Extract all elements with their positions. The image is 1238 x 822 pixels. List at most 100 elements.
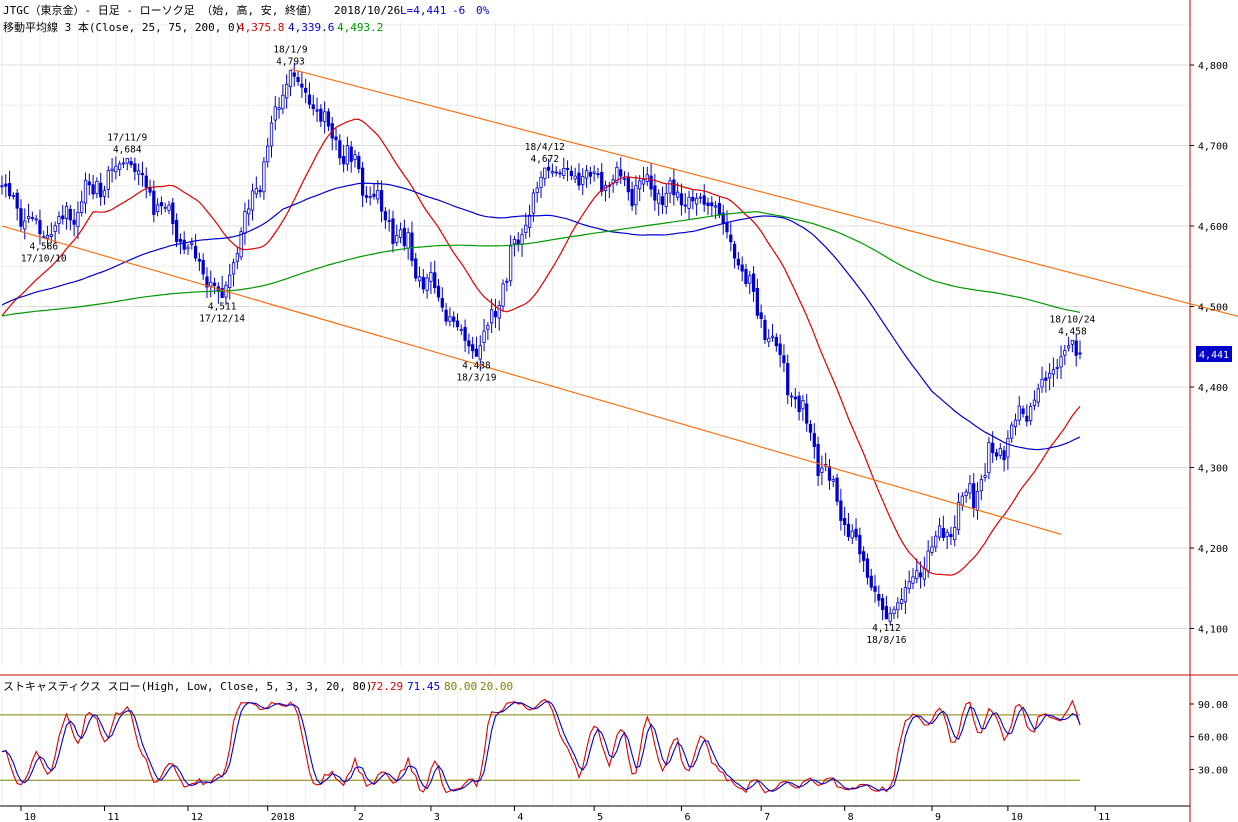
candle-body — [467, 340, 471, 347]
candle-body — [930, 546, 934, 553]
candle-body — [888, 612, 892, 622]
candle-body — [687, 196, 691, 209]
candle-body — [949, 533, 953, 538]
candle-body — [148, 187, 152, 193]
candle-body — [983, 475, 987, 478]
annotation-date: 18/10/24 — [1050, 314, 1096, 325]
candle-body — [531, 192, 536, 214]
annotation-value: 18/3/19 — [456, 372, 496, 383]
candle-body — [452, 316, 456, 322]
candle-body — [732, 243, 737, 259]
annotation-date: 4,511 — [208, 302, 237, 313]
x-tick-label: 11 — [1098, 812, 1110, 822]
candle-body — [725, 221, 729, 233]
candle-body — [1013, 419, 1018, 428]
change-pct: 0% — [476, 4, 490, 17]
candle-body — [683, 204, 687, 207]
candle-body — [941, 528, 945, 538]
candle-body — [755, 287, 759, 316]
candle-body — [1055, 366, 1059, 369]
candle-body — [292, 72, 296, 77]
candle-body — [698, 196, 703, 199]
x-tick-label: 2 — [358, 812, 364, 822]
candle-body — [596, 173, 600, 176]
candle-body — [38, 220, 42, 235]
x-tick-label: 4 — [517, 812, 523, 822]
candle-body — [129, 161, 133, 166]
candle-body — [702, 195, 706, 205]
candle-body — [4, 183, 8, 187]
candle-body — [341, 155, 346, 165]
candle-body — [72, 219, 76, 225]
candle-body — [383, 211, 388, 221]
candle-body — [953, 527, 957, 540]
candle-body — [174, 220, 179, 242]
candle-body — [155, 204, 160, 212]
candle-body — [501, 283, 505, 307]
annotation-date: 18/1/9 — [273, 45, 308, 56]
candle-body — [1044, 377, 1048, 381]
candle-body — [368, 196, 372, 198]
candle-body — [448, 316, 452, 322]
candle-body — [152, 190, 156, 215]
candle-body — [793, 396, 797, 400]
candle-body — [713, 205, 718, 208]
candle-body — [934, 535, 938, 548]
y-tick-label: 4,500 — [1198, 303, 1228, 314]
candle-body — [899, 599, 904, 605]
stochastic-plot[interactable] — [0, 698, 1081, 794]
stoch-d-value: 71.45 — [407, 680, 440, 693]
candle-body — [562, 168, 566, 176]
candle-body — [49, 234, 53, 237]
candle-body — [964, 491, 968, 496]
candle-body — [994, 452, 999, 457]
y-tick-label: 4,700 — [1198, 142, 1228, 153]
candle-body — [615, 166, 619, 183]
candle-body — [125, 157, 129, 164]
candle-body — [1017, 405, 1021, 421]
candle-body — [774, 337, 778, 347]
candle-body — [649, 175, 653, 190]
candle-body — [1048, 372, 1052, 379]
candle-body — [319, 108, 323, 122]
y-tick-label: 4,400 — [1198, 383, 1228, 394]
candle-body — [751, 273, 756, 292]
candle-body — [376, 190, 380, 200]
x-tick-label: 3 — [434, 812, 440, 822]
candle-body — [710, 202, 714, 207]
candle-body — [281, 94, 285, 110]
candle-body — [505, 280, 509, 283]
candle-body — [345, 145, 350, 165]
candle-body — [679, 193, 684, 206]
candle-body — [273, 106, 277, 121]
candle-body — [387, 220, 391, 223]
annotation-date: 4,586 — [29, 241, 58, 252]
candle-body — [998, 448, 1002, 456]
candle-body — [907, 581, 911, 589]
candle-body — [269, 122, 274, 147]
candle-body — [558, 172, 562, 175]
candle-body — [57, 216, 61, 225]
candle-body — [664, 193, 668, 207]
candle-body — [190, 242, 194, 245]
candle-body — [410, 232, 414, 261]
candle-body — [474, 348, 479, 357]
candle-body — [645, 174, 649, 182]
candle-body — [323, 111, 327, 122]
candle-body — [326, 111, 331, 127]
candle-body — [782, 355, 786, 364]
candle-body — [584, 170, 589, 179]
candle-body — [7, 183, 12, 197]
candle-body — [1025, 415, 1029, 422]
candle-body — [414, 258, 418, 279]
candle-body — [315, 109, 319, 112]
price-plot[interactable] — [0, 62, 1238, 626]
x-tick-label: 8 — [848, 812, 854, 822]
candle-body — [68, 208, 72, 221]
candle-body — [1063, 350, 1067, 356]
candle-body — [786, 363, 790, 396]
candle-body — [364, 195, 369, 198]
candle-body — [357, 155, 361, 170]
candle-body — [440, 297, 444, 308]
